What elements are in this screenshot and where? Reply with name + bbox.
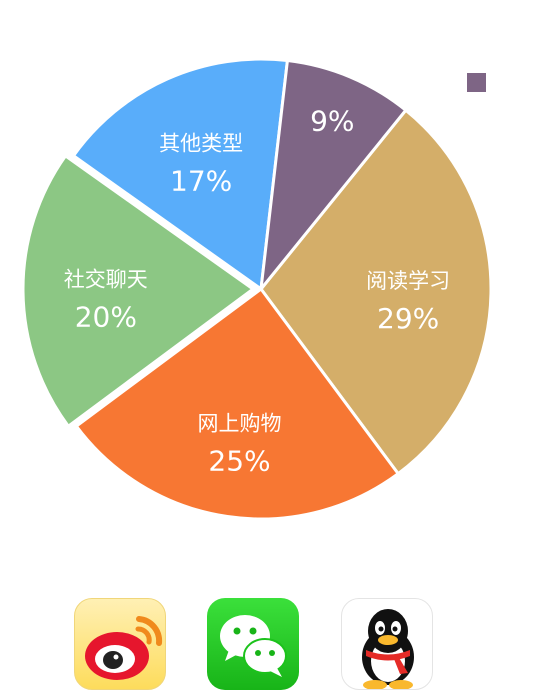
slice-category-label: 社交聊天 (64, 268, 148, 292)
pie-slice-2 (74, 287, 400, 521)
slice-percent-label: 29% (377, 302, 439, 335)
slice-percent-label: 20% (75, 301, 137, 334)
slice-category-label: 其他类型 (159, 132, 243, 156)
wechat-icon (220, 615, 287, 677)
wechat-app-icon[interactable] (207, 598, 299, 690)
qq-app-icon[interactable] (341, 598, 433, 690)
pie-slice-3 (21, 154, 255, 428)
legend-swatch (467, 73, 486, 92)
pie-slice-4 (72, 57, 289, 291)
slice-category-label: 网上购物 (197, 412, 281, 436)
pie-slice-1 (259, 108, 493, 476)
pie-chart: 阅读学习 29% 网上购物 25% 社交聊天 20% 其他类型 17% 9% (21, 57, 493, 521)
slice-percent-label: 17% (170, 165, 232, 198)
weibo-app-icon[interactable] (74, 598, 166, 690)
app-icon-row (0, 598, 550, 692)
slice-category-label: 阅读学习 (366, 269, 450, 293)
qq-penguin-icon (362, 609, 414, 689)
pie-slice-5 (259, 59, 408, 291)
slice-percent-label: 25% (208, 445, 270, 478)
weibo-icon (85, 616, 163, 680)
slice-percent-label: 9% (310, 104, 354, 137)
